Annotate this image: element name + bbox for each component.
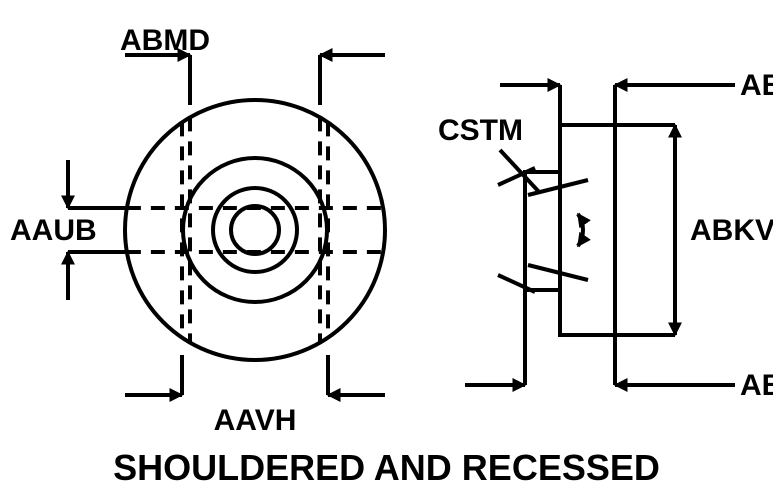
label-abmg: ABMG xyxy=(740,69,773,102)
label-abkw: ABKW xyxy=(740,369,773,402)
label-abmd: ABMD xyxy=(120,24,210,57)
outer-circle xyxy=(125,100,385,360)
label-abkv: ABKV xyxy=(690,214,773,247)
cstm-arc xyxy=(578,214,583,246)
shoulder-circle xyxy=(213,188,297,272)
flange-rect xyxy=(560,125,615,335)
diagram-title: SHOULDERED AND RECESSED xyxy=(113,447,660,488)
recess-circle xyxy=(183,158,327,302)
label-aaub: AAUB xyxy=(10,214,97,247)
label-cstm: CSTM xyxy=(438,114,523,147)
label-aavh: AAVH xyxy=(214,404,297,437)
bore-circle xyxy=(231,206,279,254)
